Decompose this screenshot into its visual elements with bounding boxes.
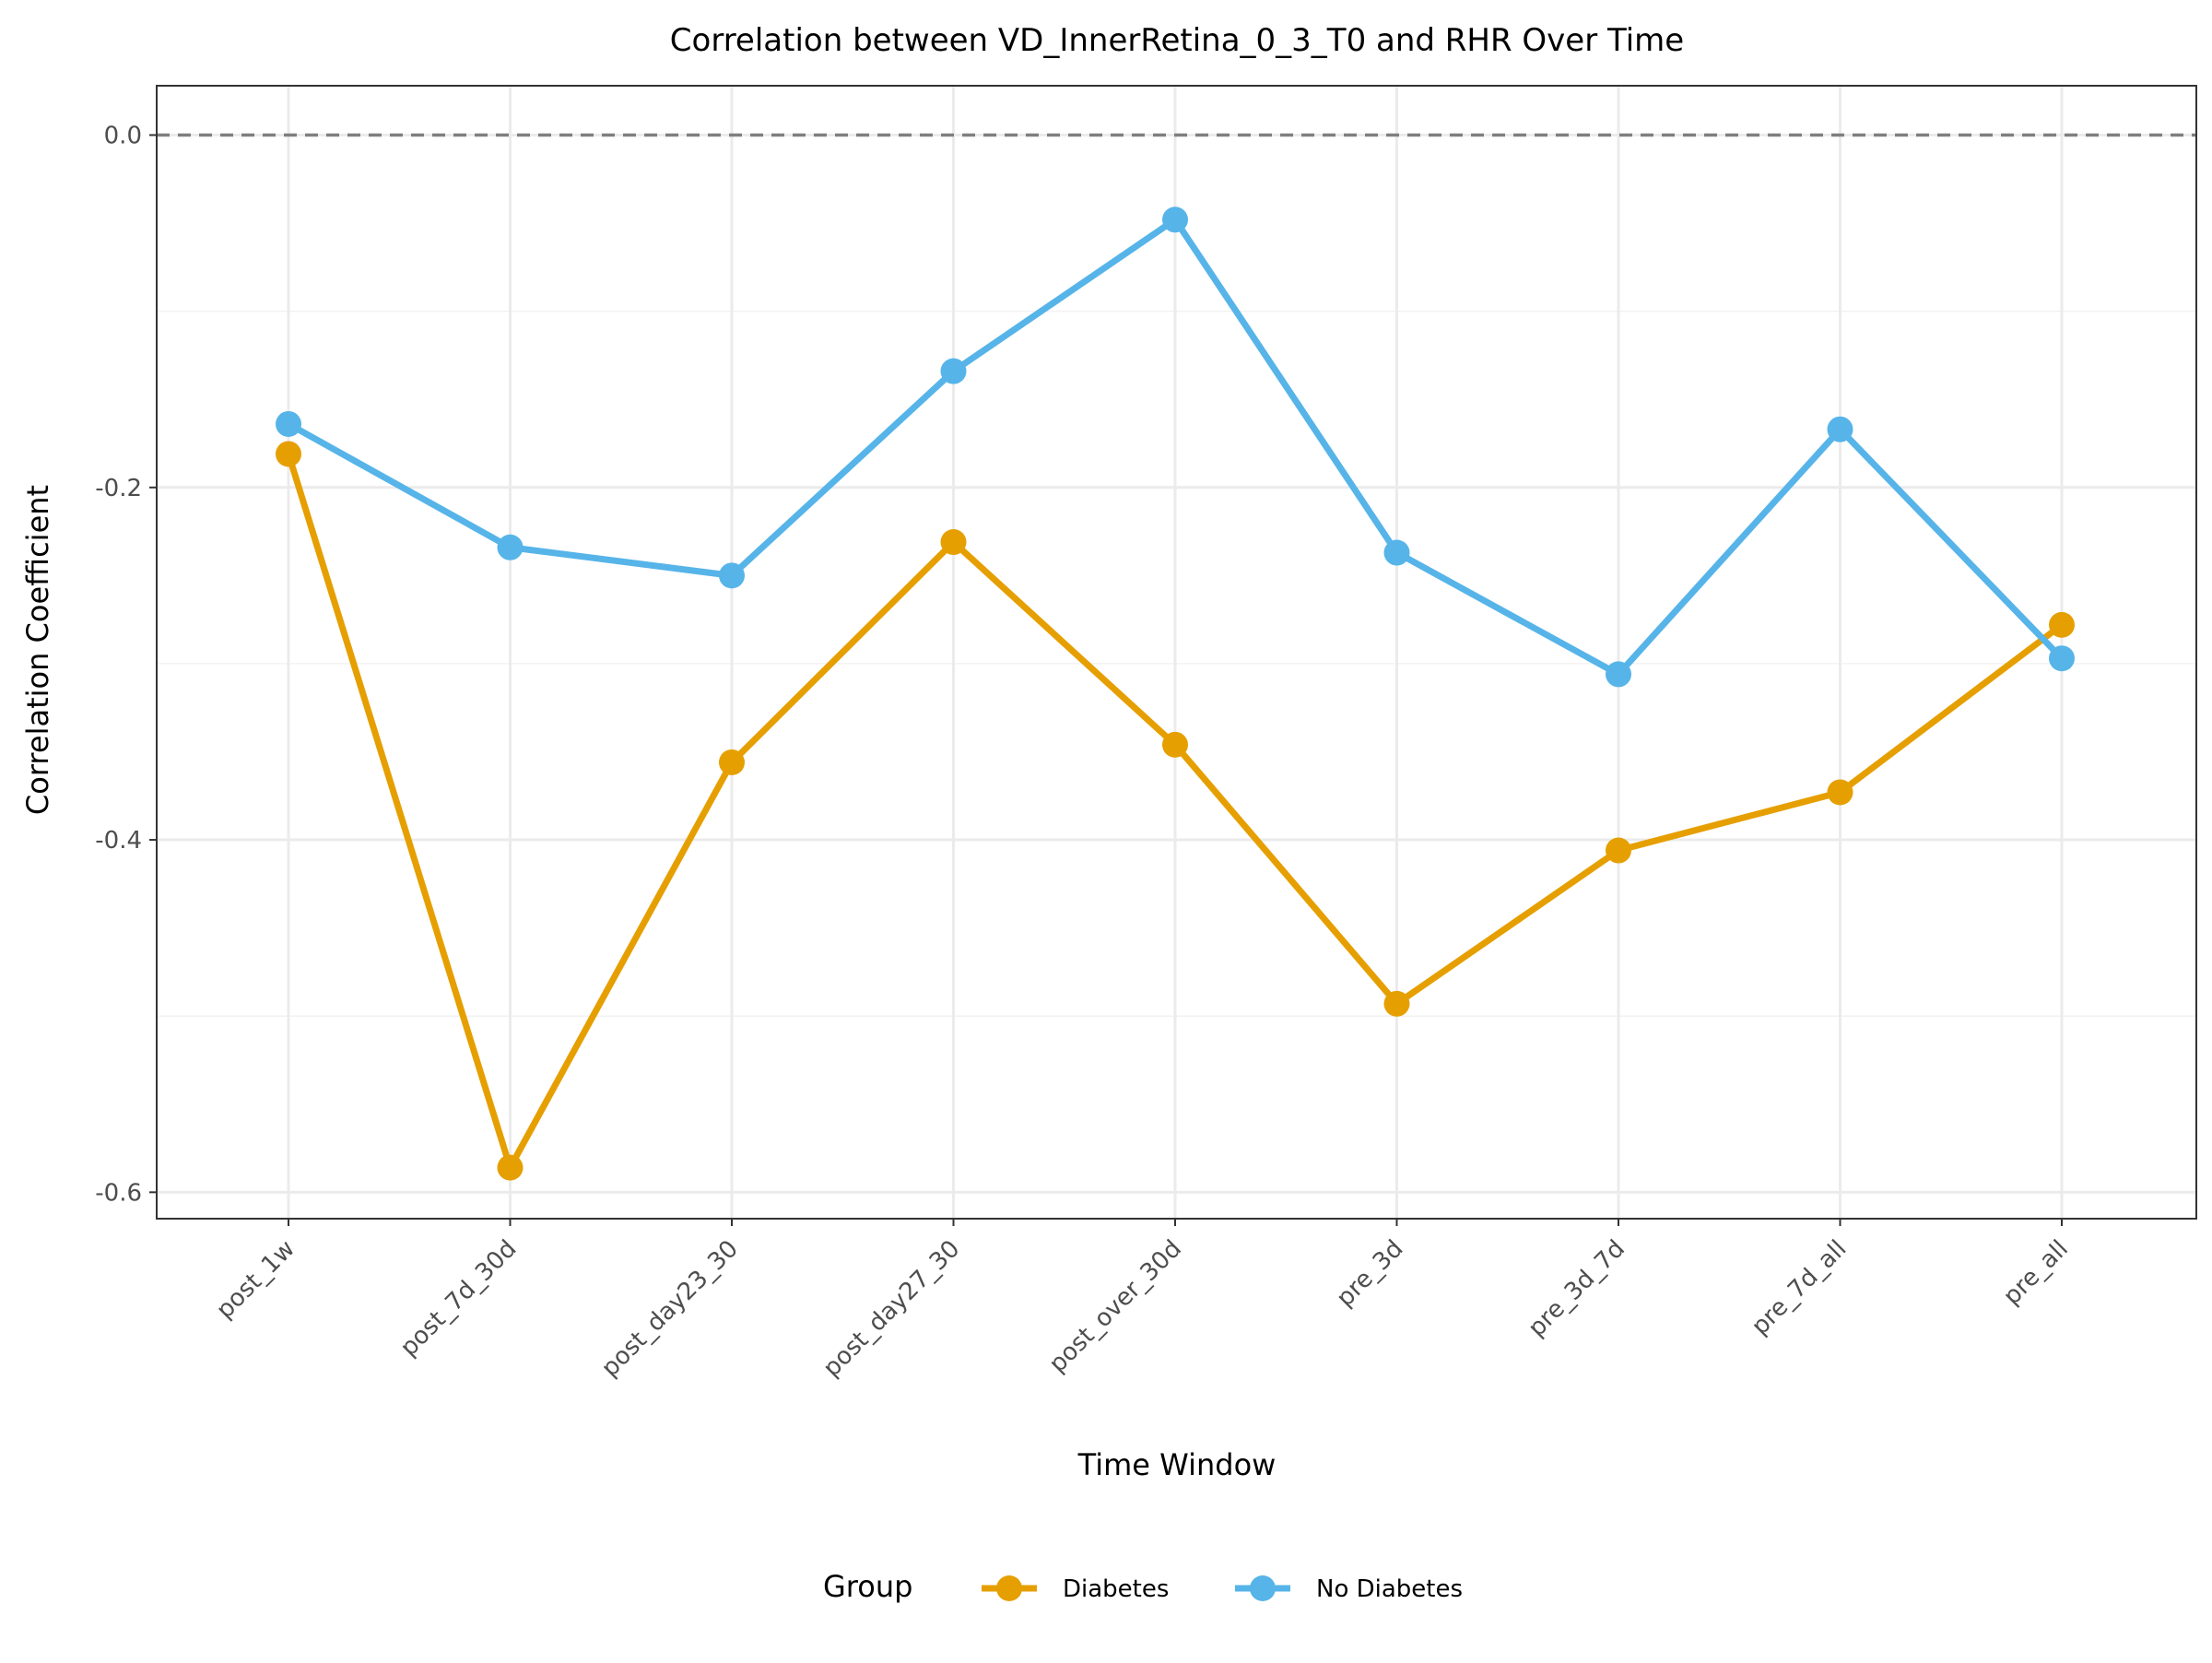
panel-border [156, 85, 2197, 1220]
y-tick-label: -0.6 [95, 1179, 142, 1207]
data-point-no-diabetes [1162, 206, 1188, 233]
data-point-no-diabetes [276, 410, 301, 437]
legend-key-marker [996, 1575, 1022, 1601]
data-point-no-diabetes [1383, 539, 1410, 566]
chart-title: Correlation between VD_InnerRetina_0_3_T… [670, 22, 1684, 59]
legend: Group Diabetes No Diabetes [823, 1569, 1463, 1604]
data-point-diabetes [1827, 779, 1853, 806]
data-point-diabetes [1162, 731, 1188, 758]
legend-label: Diabetes [1063, 1575, 1169, 1603]
y-tick-label: 0.0 [104, 123, 142, 150]
data-point-diabetes [1606, 837, 1631, 864]
data-point-diabetes [276, 441, 301, 467]
y-axis-title: Correlation Coefficient [20, 485, 55, 815]
data-point-no-diabetes [719, 562, 745, 589]
data-point-no-diabetes [1606, 661, 1631, 688]
data-point-no-diabetes [497, 534, 524, 560]
data-point-no-diabetes [2049, 645, 2075, 672]
legend-title: Group [823, 1569, 912, 1604]
data-point-no-diabetes [1827, 416, 1853, 442]
data-point-diabetes [1383, 990, 1410, 1017]
data-point-diabetes [719, 749, 745, 775]
data-point-diabetes [497, 1154, 524, 1181]
legend-label: No Diabetes [1316, 1575, 1463, 1603]
x-axis-title: Time Window [1077, 1447, 1277, 1482]
y-tick-label: -0.2 [95, 475, 142, 502]
legend-key-marker [1250, 1575, 1276, 1601]
y-tick-label: -0.4 [95, 827, 142, 855]
data-point-no-diabetes [940, 358, 967, 384]
data-point-diabetes [2049, 611, 2075, 638]
data-point-diabetes [940, 529, 967, 556]
